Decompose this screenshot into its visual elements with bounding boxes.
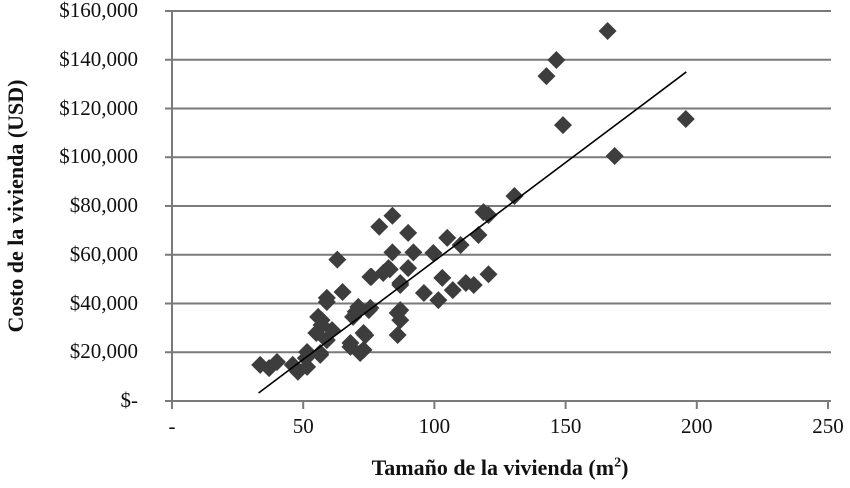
x-tick-label: - (168, 414, 176, 438)
y-tick-label: $160,000 (59, 0, 138, 22)
x-tick-label: 250 (812, 414, 844, 438)
data-point-diamond (312, 311, 331, 330)
data-point-diamond (414, 284, 433, 303)
y-tick-label: $- (120, 388, 139, 412)
data-point-diamond (464, 275, 483, 294)
data-point-diamond (311, 343, 330, 362)
trendline (258, 71, 687, 394)
data-point-diamond (391, 301, 410, 320)
x-tick-label: 100 (418, 414, 451, 438)
y-axis-title: Costo de la vivienda (USD) (3, 79, 28, 333)
data-point-diamond (298, 343, 317, 362)
data-point-diamond (317, 288, 336, 307)
y-tick-label: $100,000 (59, 144, 138, 169)
data-point-diamond (443, 281, 462, 300)
data-point-diamond (676, 109, 695, 128)
x-axis-title-close: ) (621, 455, 629, 480)
y-tick-label: $40,000 (69, 290, 138, 315)
trendline-line (258, 71, 687, 394)
data-point-diamond (391, 311, 410, 330)
data-point-diamond (451, 236, 470, 254)
x-axis-title-text: Tamaño de la vivienda (m (371, 455, 615, 480)
data-point-diamond (553, 116, 572, 135)
data-point-diamond (388, 325, 407, 344)
data-point-diamond (505, 187, 524, 206)
axes (171, 11, 829, 409)
gridlines (165, 10, 831, 402)
data-point-diamond (605, 147, 624, 166)
data-point-diamond (370, 217, 389, 236)
data-point-diamond (380, 260, 399, 279)
x-axis-title: Tamaño de la vivienda (m2) (372, 455, 629, 481)
x-tick-label: 200 (681, 414, 713, 438)
data-point-diamond (333, 283, 352, 302)
data-point-diamond (547, 50, 566, 69)
data-point-diamond (479, 265, 498, 284)
data-point-diamond (479, 206, 498, 225)
data-point-diamond (383, 206, 402, 225)
y-tick-label: $20,000 (69, 339, 138, 364)
data-points (251, 21, 695, 381)
data-point-diamond (438, 228, 457, 247)
data-point-diamond (328, 250, 347, 269)
data-point-diamond (341, 333, 360, 352)
y-tick-label: $120,000 (59, 95, 138, 120)
data-point-diamond (537, 67, 556, 86)
x-tick-label: 150 (549, 414, 582, 438)
x-axis-title-superscript: 2 (614, 455, 622, 471)
data-point-diamond (356, 326, 375, 345)
data-point-diamond (354, 340, 373, 359)
data-point-diamond (383, 243, 402, 262)
data-point-diamond (598, 21, 617, 40)
data-point-diamond (424, 244, 443, 263)
data-point-diamond (429, 291, 448, 310)
y-tick-label: $140,000 (59, 46, 138, 71)
data-point-diamond (433, 268, 452, 287)
y-tick-label: $80,000 (69, 193, 138, 217)
y-tick-label: $60,000 (69, 241, 138, 266)
data-point-diamond (267, 353, 286, 371)
x-tick-label: 50 (292, 414, 314, 438)
data-point-diamond (399, 259, 418, 278)
data-point-diamond (298, 357, 317, 376)
data-point-diamond (404, 243, 423, 262)
data-point-diamond (399, 223, 418, 242)
data-point-diamond (391, 274, 410, 293)
